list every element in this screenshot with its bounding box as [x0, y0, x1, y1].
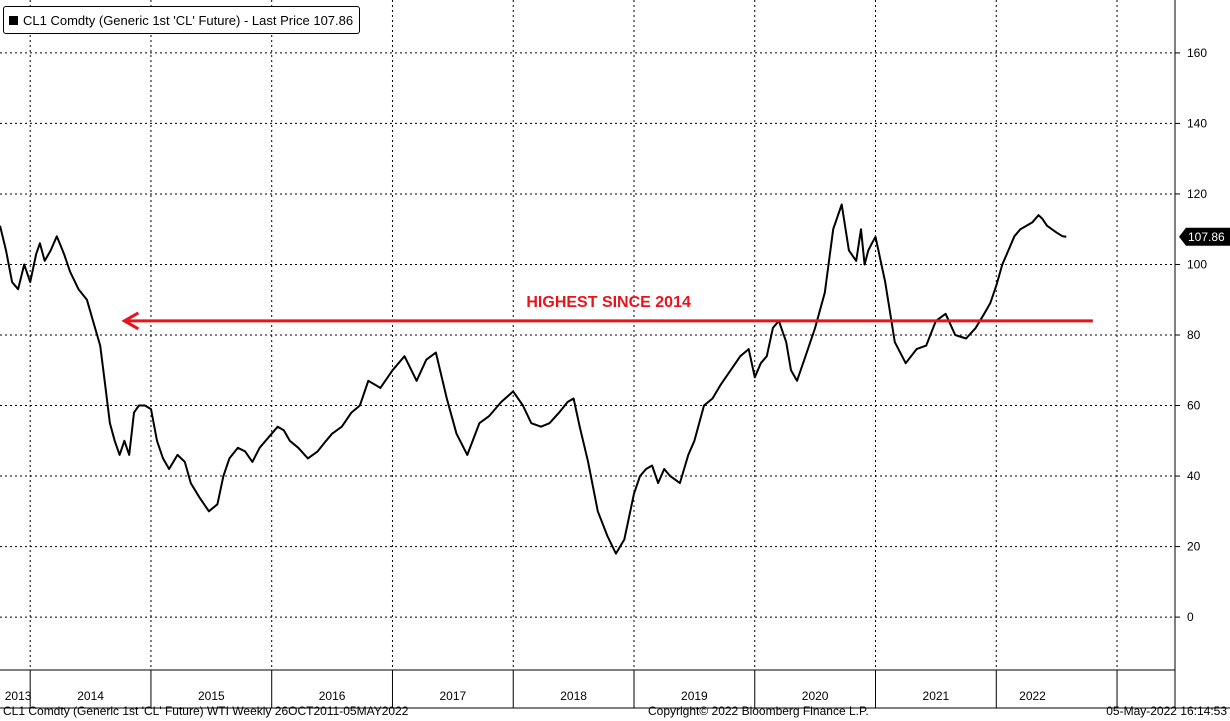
x-tick-label: 2019 — [681, 689, 708, 703]
last-price-tag-bg — [1179, 227, 1230, 246]
y-tick-label: 60 — [1187, 399, 1201, 413]
y-tick-label: 160 — [1187, 46, 1207, 60]
footer-timestamp: 05-May-2022 16:14:53 — [1106, 704, 1227, 718]
x-tick-label: 2015 — [198, 689, 225, 703]
price-line — [0, 203, 1067, 555]
x-tick-label: 2017 — [440, 689, 467, 703]
y-tick-label: 40 — [1187, 469, 1201, 483]
x-tick-label: 2014 — [77, 689, 104, 703]
annotation-text: HIGHEST SINCE 2014 — [526, 294, 691, 311]
x-tick-label: 2020 — [802, 689, 829, 703]
x-tick-label: 2021 — [923, 689, 950, 703]
y-tick-label: 140 — [1187, 116, 1207, 130]
y-tick-label: 100 — [1187, 257, 1207, 271]
price-series-line — [0, 203, 1067, 555]
footer-copyright: Copyright© 2022 Bloomberg Finance L.P. — [648, 704, 869, 718]
x-tick-label: 2022 — [1019, 689, 1046, 703]
legend-label: CL1 Comdty (Generic 1st 'CL' Future) - L… — [23, 12, 354, 28]
y-tick-label: 20 — [1187, 540, 1201, 554]
last-price-label: 107.86 — [1188, 230, 1225, 244]
y-tick-label: 80 — [1187, 328, 1201, 342]
annotation: HIGHEST SINCE 2014 — [121, 294, 1093, 331]
y-tick-label: 0 — [1187, 610, 1194, 624]
grid — [0, 0, 1175, 670]
x-tick-label: 2018 — [560, 689, 587, 703]
footer-ticker-info: CL1 Comdty (Generic 1st 'CL' Future) WTI… — [3, 704, 409, 718]
last-price-marker: 107.86 — [1179, 227, 1230, 246]
y-tick-label: 120 — [1187, 187, 1207, 201]
x-tick-label: 2013 — [5, 689, 32, 703]
x-tick-label: 2016 — [319, 689, 346, 703]
legend-swatch-icon — [9, 15, 18, 25]
legend: CL1 Comdty (Generic 1st 'CL' Future) - L… — [3, 6, 361, 34]
annotation-arrowhead — [121, 311, 140, 331]
